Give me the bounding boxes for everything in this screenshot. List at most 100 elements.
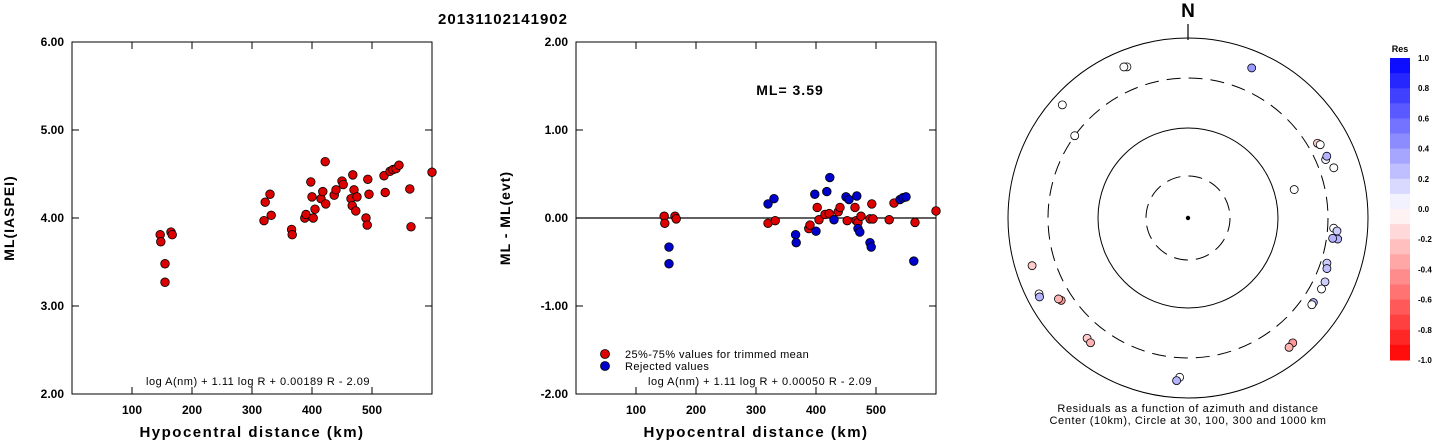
data-point: [308, 193, 317, 202]
plot1-points: [156, 157, 436, 286]
station-point: [1308, 301, 1316, 309]
data-point: [363, 221, 372, 230]
ml-vs-distance-plot: 2.003.004.005.006.00 100200300400500 ML(…: [1, 35, 436, 441]
plot1-formula: log A(nm) + 1.11 log R + 0.00189 R - 2.0…: [146, 376, 370, 388]
data-point: [168, 230, 177, 239]
data-point: [672, 215, 681, 224]
plot2-x-label: Hypocentral distance (km): [643, 424, 868, 441]
data-point: [665, 259, 674, 268]
data-point: [910, 257, 919, 266]
y-tick-label: 2.00: [545, 35, 569, 49]
data-point: [157, 237, 166, 246]
x-tick-label: 400: [806, 403, 826, 417]
station-point: [1330, 164, 1338, 172]
station-point: [1173, 377, 1181, 385]
azimuth-residual-plot: N Residuals as a function of azimuth and…: [1008, 1, 1368, 427]
colorbar-cell: [1390, 103, 1410, 119]
data-point: [867, 243, 876, 252]
polar-caption-line2: Center (10km), Circle at 30, 100, 300 an…: [1049, 415, 1326, 427]
data-point: [851, 203, 860, 212]
station-point: [1323, 152, 1331, 160]
data-point: [381, 188, 390, 197]
data-point: [349, 171, 358, 180]
station-point: [1323, 265, 1331, 273]
data-point: [812, 227, 821, 236]
data-point: [428, 168, 437, 177]
data-point: [406, 185, 415, 194]
station-point: [1285, 343, 1293, 351]
data-point: [161, 278, 170, 287]
ml-residual-plot: -2.00-1.000.001.002.00 100200300400500 M…: [497, 35, 940, 441]
y-tick-label: 3.00: [41, 299, 65, 313]
plot1-x-axis: 100200300400500: [122, 42, 382, 417]
data-point: [791, 230, 800, 239]
residual-colorbar: Res 1.00.80.60.40.20.0-0.2-0.4-0.6-0.8-1…: [1390, 44, 1432, 365]
data-point: [792, 238, 801, 247]
data-point: [856, 228, 865, 237]
plot2-points: [660, 173, 940, 268]
colorbar-tick-label: 0.0: [1418, 205, 1430, 214]
colorbar-cell: [1390, 209, 1410, 225]
colorbar-cell: [1390, 285, 1410, 301]
data-point: [770, 194, 779, 203]
colorbar-cell: [1390, 164, 1410, 180]
data-point: [332, 186, 341, 195]
data-point: [364, 175, 373, 184]
data-point: [407, 223, 416, 232]
station-point: [1028, 262, 1036, 270]
x-tick-label: 300: [242, 403, 262, 417]
x-tick-label: 400: [302, 403, 322, 417]
colorbar-cell: [1390, 194, 1410, 210]
data-point: [661, 219, 670, 228]
data-point: [161, 259, 170, 268]
data-point: [826, 173, 835, 182]
y-tick-label: 6.00: [41, 35, 65, 49]
colorbar-cell: [1390, 269, 1410, 285]
data-point: [309, 214, 318, 223]
station-point: [1120, 63, 1128, 71]
data-point: [853, 192, 862, 201]
colorbar-cell: [1390, 224, 1410, 240]
data-point: [885, 215, 894, 224]
data-point: [395, 161, 404, 170]
colorbar-cell: [1390, 315, 1410, 331]
data-point: [857, 212, 866, 221]
x-tick-label: 200: [182, 403, 202, 417]
plot1-y-axis: 2.003.004.005.006.00: [41, 35, 432, 401]
y-tick-label: 5.00: [41, 123, 65, 137]
colorbar-tick-label: -1.0: [1418, 356, 1432, 365]
data-point: [932, 207, 941, 216]
station-point: [1071, 132, 1079, 140]
data-point: [771, 216, 780, 225]
legend-label-rejected: Rejected values: [625, 361, 709, 373]
station-point: [1058, 101, 1066, 109]
data-point: [322, 200, 331, 209]
data-point: [665, 243, 674, 252]
colorbar-tick-label: 0.6: [1418, 114, 1430, 123]
plot1-frame: [72, 42, 432, 394]
epicenter-marker: [1186, 216, 1190, 220]
plot1-y-label: ML(IASPEI): [1, 175, 17, 260]
station-point: [1290, 186, 1298, 194]
polar-caption-line1: Residuals as a function of azimuth and d…: [1057, 403, 1318, 415]
colorbar-tick-label: -0.8: [1418, 326, 1432, 335]
station-point: [1317, 285, 1325, 293]
y-tick-label: 4.00: [41, 211, 65, 225]
colorbar-cell: [1390, 239, 1410, 255]
x-tick-label: 100: [122, 403, 142, 417]
colorbar-tick-label: -0.4: [1418, 265, 1432, 274]
plot2-y-label: ML - ML(evt): [497, 171, 513, 265]
x-tick-label: 300: [746, 403, 766, 417]
data-point: [321, 157, 330, 166]
plot2-legend: 25%-75% values for trimmed mean Rejected…: [601, 349, 810, 373]
data-point: [843, 216, 852, 225]
data-point: [353, 193, 362, 202]
data-point: [869, 215, 878, 224]
colorbar-title: Res: [1392, 44, 1409, 54]
colorbar-cell: [1390, 179, 1410, 195]
colorbar-tick-label: 1.0: [1418, 54, 1430, 63]
colorbar-tick-label: -0.6: [1418, 296, 1432, 305]
plot2-formula: log A(nm) + 1.11 log R + 0.00050 R - 2.0…: [648, 376, 872, 388]
data-point: [823, 187, 832, 196]
colorbar-tick-label: -0.2: [1418, 235, 1432, 244]
